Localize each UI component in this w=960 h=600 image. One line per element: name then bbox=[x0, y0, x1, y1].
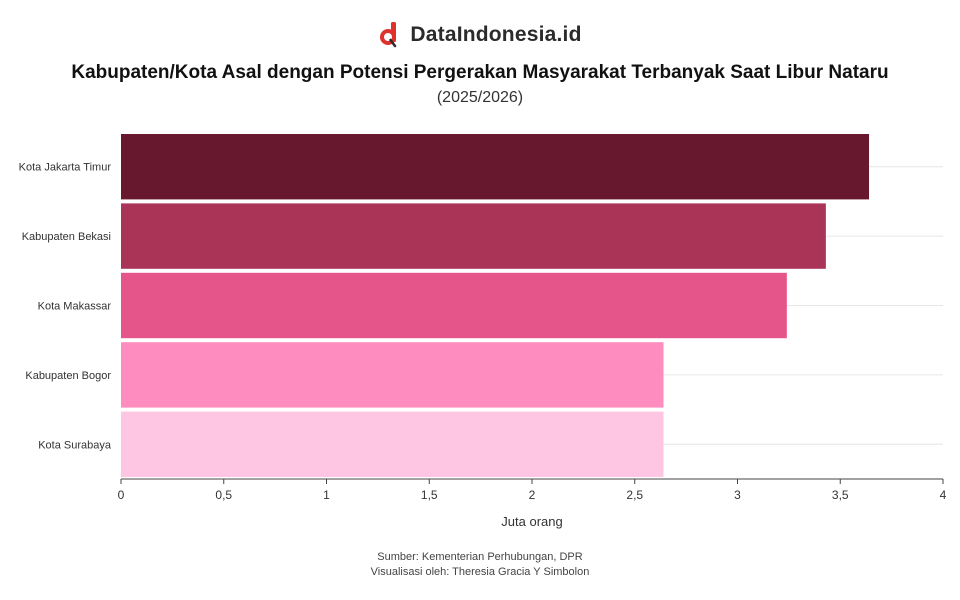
chart-subtitle: (2025/2026) bbox=[436, 89, 524, 106]
bar bbox=[121, 272, 787, 339]
bars bbox=[121, 134, 870, 477]
brand-name: DataIndonesia.id bbox=[410, 23, 582, 46]
chart-title: Kabupaten/Kota Asal dengan Potensi Perge… bbox=[71, 62, 889, 83]
bar bbox=[121, 411, 664, 477]
x-tick-label: 0 bbox=[118, 488, 125, 502]
x-axis-title: Juta orang bbox=[501, 514, 562, 529]
brand-header: DataIndonesia.id bbox=[0, 20, 960, 50]
bar bbox=[121, 203, 826, 269]
x-tick-label: 1 bbox=[323, 488, 330, 502]
x-tick-label: 3 bbox=[734, 488, 741, 502]
bar bbox=[121, 342, 664, 408]
x-axis: 0 0,5 1 1,5 2 2,5 3 3,5 4 bbox=[118, 478, 947, 502]
source-text: Sumber: Kementerian Perhubungan, DPR bbox=[377, 551, 583, 563]
x-tick-label: 2,5 bbox=[626, 488, 643, 502]
category-label: Kabupaten Bogor bbox=[25, 370, 111, 382]
category-label: Kabupaten Bekasi bbox=[22, 231, 111, 243]
category-labels: Kota Jakarta Timur Kabupaten Bekasi Kota M… bbox=[19, 162, 112, 452]
x-tick-label: 1,5 bbox=[421, 488, 438, 502]
footer: Sumber: Kementerian Perhubungan, DPR Vis… bbox=[0, 550, 960, 580]
x-tick-label: 3,5 bbox=[832, 488, 849, 502]
x-tick-label: 0,5 bbox=[215, 488, 232, 502]
category-label: Kota Makassar bbox=[38, 301, 112, 313]
x-tick-label: 2 bbox=[529, 488, 536, 502]
credit-text: Visualisasi oleh: Theresia Gracia Y Simb… bbox=[370, 566, 590, 578]
bar bbox=[121, 134, 870, 200]
category-label: Kota Jakarta Timur bbox=[19, 162, 112, 174]
dataindonesia-logo-icon bbox=[380, 22, 397, 48]
x-tick-label: 4 bbox=[940, 488, 947, 502]
category-label: Kota Surabaya bbox=[38, 439, 112, 451]
bar-chart: Kota Jakarta Timur Kabupaten Bekasi Kota M… bbox=[19, 134, 947, 529]
